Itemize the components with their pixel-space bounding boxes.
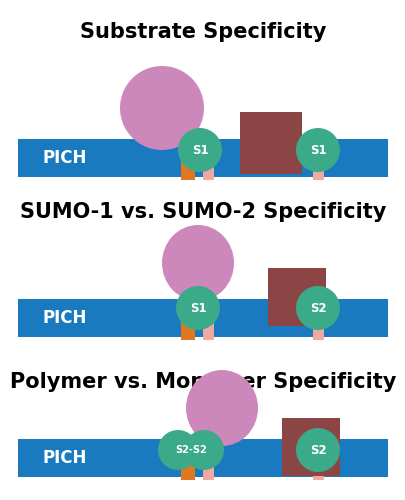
Text: S1: S1 <box>189 302 206 314</box>
Text: PICH: PICH <box>43 149 87 167</box>
Bar <box>312 436 323 480</box>
Circle shape <box>158 430 198 470</box>
Ellipse shape <box>120 66 203 150</box>
Ellipse shape <box>185 370 257 446</box>
Text: PICH: PICH <box>43 449 87 467</box>
Text: SUMO-1 vs. SUMO-2 Specificity: SUMO-1 vs. SUMO-2 Specificity <box>20 202 385 222</box>
Bar <box>18 299 387 337</box>
Text: S2: S2 <box>309 444 326 456</box>
Bar <box>267 268 325 326</box>
Text: S1: S1 <box>309 144 326 156</box>
Text: S2: S2 <box>309 302 326 314</box>
Bar <box>181 296 194 340</box>
Text: Polymer vs. Monomer Specificity: Polymer vs. Monomer Specificity <box>10 372 395 392</box>
Circle shape <box>295 428 339 472</box>
Bar <box>202 136 213 180</box>
Circle shape <box>295 286 339 330</box>
Text: S2-S2: S2-S2 <box>175 445 207 455</box>
Bar <box>18 139 387 177</box>
Text: Substrate Specificity: Substrate Specificity <box>80 22 325 42</box>
Text: S1: S1 <box>191 144 208 156</box>
Bar <box>181 436 194 480</box>
Bar <box>18 439 387 477</box>
Circle shape <box>295 128 339 172</box>
Bar <box>239 112 301 174</box>
Bar <box>181 136 194 180</box>
Bar <box>312 136 323 180</box>
Bar <box>281 418 339 476</box>
Ellipse shape <box>162 225 233 301</box>
Bar <box>202 436 213 480</box>
Circle shape <box>183 430 224 470</box>
Circle shape <box>175 286 220 330</box>
Bar <box>312 296 323 340</box>
Circle shape <box>177 128 222 172</box>
Text: PICH: PICH <box>43 309 87 327</box>
Bar <box>202 296 213 340</box>
